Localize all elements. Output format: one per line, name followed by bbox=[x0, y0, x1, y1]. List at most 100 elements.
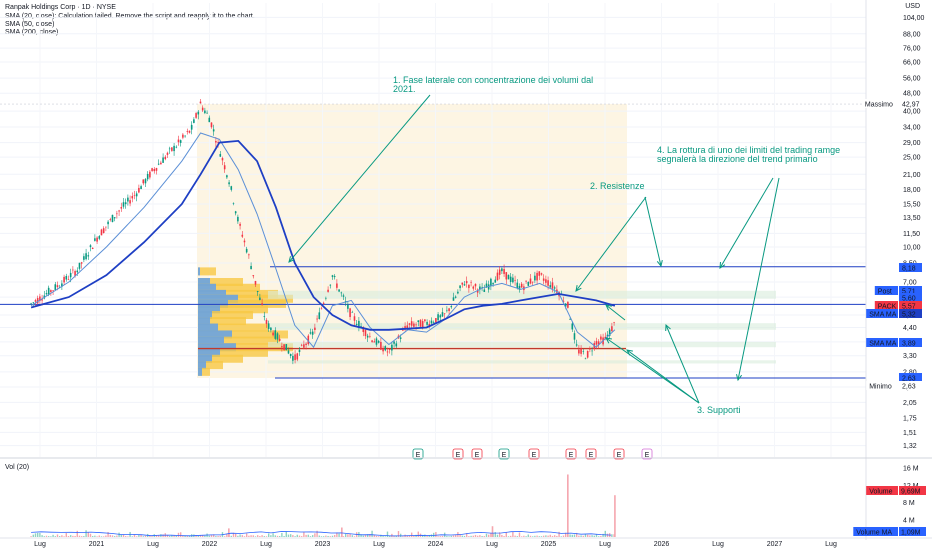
earnings-marker-box[interactable] bbox=[613, 448, 625, 460]
volume-bar bbox=[421, 535, 424, 537]
earnings-marker[interactable]: E bbox=[412, 448, 424, 460]
volume-bar bbox=[505, 532, 507, 537]
volume-bar bbox=[591, 535, 593, 537]
candle-body bbox=[608, 329, 611, 336]
volume-bar bbox=[45, 535, 48, 537]
candle-body bbox=[122, 202, 125, 207]
volume-bar bbox=[186, 536, 188, 537]
volume-profile-bar bbox=[198, 367, 210, 376]
volume-bar bbox=[525, 536, 527, 537]
volume-profile-bar bbox=[198, 348, 268, 357]
candle-body bbox=[118, 210, 120, 212]
earnings-marker-box[interactable] bbox=[412, 448, 424, 460]
candle-body bbox=[296, 353, 299, 360]
volume-bar bbox=[131, 536, 133, 537]
candle-body bbox=[340, 292, 343, 294]
volume-bar bbox=[320, 536, 323, 537]
candle-body bbox=[509, 276, 512, 282]
candle-body bbox=[245, 248, 248, 253]
candle-body bbox=[206, 112, 208, 114]
earnings-marker-box[interactable] bbox=[528, 448, 540, 460]
candle-body bbox=[584, 358, 587, 360]
price-tick-label: 34,00 bbox=[903, 125, 921, 132]
candle-body bbox=[494, 279, 497, 283]
candle-body bbox=[538, 271, 541, 276]
candle-body bbox=[391, 344, 393, 351]
level-value-label: 2,63 bbox=[902, 384, 916, 391]
volume-bar bbox=[553, 535, 556, 537]
candle-body bbox=[569, 319, 571, 320]
volume-bar bbox=[102, 536, 105, 537]
time-tick-label: Lug bbox=[825, 541, 837, 548]
indicator-sma50-label[interactable]: SMA (50, close) bbox=[5, 21, 55, 28]
candle-body bbox=[514, 280, 516, 281]
annotation-arrowhead bbox=[719, 261, 726, 269]
candle-body bbox=[184, 135, 186, 137]
earnings-marker-box[interactable] bbox=[565, 448, 577, 460]
annotation-arrow bbox=[737, 177, 780, 381]
volume-bar bbox=[118, 532, 120, 537]
price-tick-label: 18,00 bbox=[903, 187, 921, 194]
candle-body bbox=[265, 319, 268, 324]
volume-bar bbox=[347, 534, 349, 537]
candle-body bbox=[254, 280, 257, 285]
earnings-marker-box[interactable] bbox=[585, 448, 597, 460]
volume-bar bbox=[252, 535, 254, 537]
volume-bar bbox=[490, 533, 492, 537]
volume-bar bbox=[300, 536, 303, 537]
earnings-marker-box[interactable] bbox=[452, 448, 464, 460]
volume-bar bbox=[483, 536, 485, 537]
volume-bar bbox=[138, 535, 140, 537]
volume-bar bbox=[243, 536, 246, 537]
volume-profile-bar bbox=[198, 343, 293, 352]
earnings-marker[interactable]: E bbox=[565, 448, 577, 460]
earnings-marker-box[interactable] bbox=[471, 448, 483, 460]
volume-bar bbox=[232, 532, 235, 537]
volume-bar bbox=[56, 534, 59, 537]
earnings-marker[interactable]: E bbox=[585, 448, 597, 460]
volume-bar bbox=[415, 534, 417, 537]
candle-body bbox=[498, 269, 501, 275]
volume-bar bbox=[366, 534, 369, 537]
volume-spike-bar bbox=[614, 495, 616, 537]
earnings-marker[interactable]: E bbox=[471, 448, 483, 460]
volume-bar bbox=[47, 536, 50, 537]
volume-bar bbox=[285, 531, 287, 537]
volume-bar bbox=[413, 535, 415, 537]
level-tag-bg bbox=[861, 99, 898, 108]
candle-body bbox=[50, 290, 52, 293]
volume-bar bbox=[318, 535, 320, 537]
price-tick-label: 3,30 bbox=[903, 353, 917, 360]
candle-body bbox=[318, 312, 321, 320]
earnings-marker-box[interactable] bbox=[641, 448, 653, 460]
earnings-marker[interactable]: E bbox=[528, 448, 540, 460]
candle-body bbox=[259, 297, 261, 300]
volume-bar bbox=[362, 535, 364, 537]
candle-body bbox=[237, 216, 239, 222]
candle-body bbox=[518, 285, 521, 290]
candle-body bbox=[586, 350, 589, 358]
candle-body bbox=[479, 286, 481, 290]
volume-bar bbox=[465, 533, 468, 537]
candle-body bbox=[413, 323, 415, 327]
annotation-arrow bbox=[605, 337, 700, 404]
candle-body bbox=[443, 313, 446, 315]
volume-profile-core bbox=[198, 283, 216, 292]
earnings-marker[interactable]: E bbox=[498, 448, 510, 460]
indicator-sma200-label[interactable]: SMA (200, close) bbox=[5, 29, 59, 36]
earnings-marker[interactable]: E bbox=[641, 448, 653, 460]
time-tick-label: 2025 bbox=[541, 541, 557, 548]
earnings-marker[interactable]: E bbox=[452, 448, 464, 460]
volume-spike-bar bbox=[341, 527, 343, 537]
earnings-marker-box[interactable] bbox=[498, 448, 510, 460]
indicator-sma20-label[interactable]: SMA (20, close): Calculation failed. Rem… bbox=[5, 13, 255, 20]
volume-bar bbox=[76, 530, 78, 537]
volume-bar bbox=[199, 535, 202, 537]
candle-body bbox=[529, 278, 532, 284]
volume-bar bbox=[197, 536, 199, 537]
annotation-resistances: 2. Resistenze bbox=[590, 181, 645, 191]
earnings-marker[interactable]: E bbox=[613, 448, 625, 460]
candle-body bbox=[597, 341, 600, 345]
candle-body bbox=[241, 234, 244, 237]
